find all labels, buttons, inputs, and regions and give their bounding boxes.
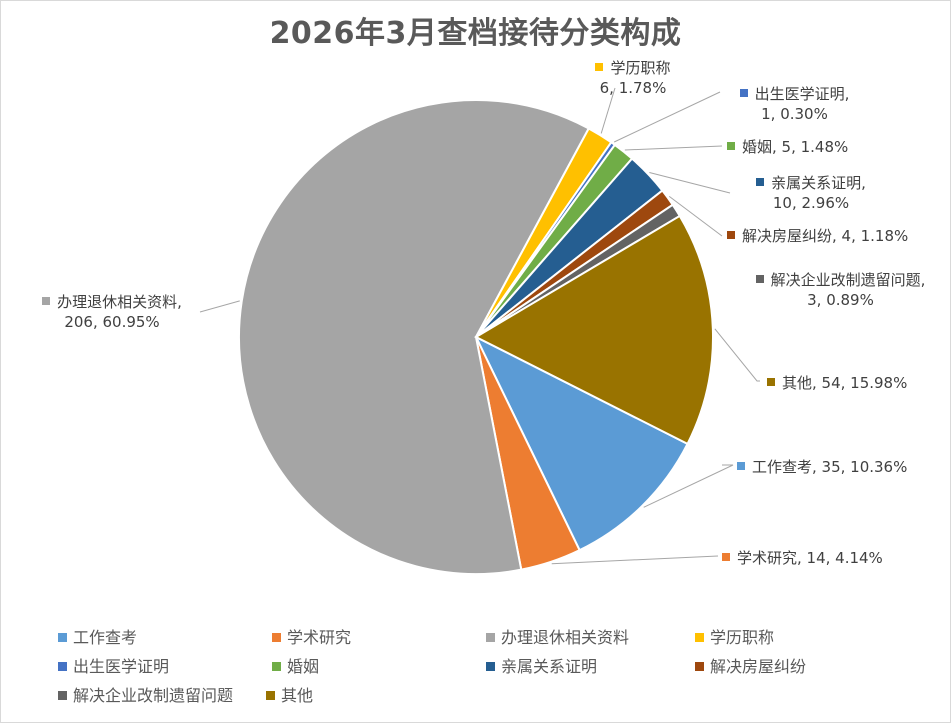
legend-swatch-icon [272,633,281,642]
legend-swatch-icon [266,691,275,700]
legend-swatch-icon [737,462,745,470]
leader-line [643,464,734,508]
legend-item-chusheng: 出生医学证明 [58,656,169,678]
leader-line [649,172,731,194]
legend-item-fangwu: 解决房屋纠纷 [695,656,806,678]
legend-swatch-icon [695,633,704,642]
leader-lines [199,87,760,565]
legend-swatch-icon [42,297,51,305]
data-label-qita: 其他, 54, 15.98% [767,373,907,393]
legend-swatch-icon [756,178,765,186]
data-label-xueli: 学历职称 6, 1.78% [578,58,688,98]
legend-swatch-icon [727,142,735,150]
pie-slice [238,99,591,575]
legend-swatch-icon [58,691,67,700]
legend-swatch-icon [727,231,735,239]
leader-line [600,87,616,134]
data-label-gongzuo: 工作查考, 35, 10.36% [737,457,907,477]
pie-slice [473,334,689,552]
legend-item-qinshu: 亲属关系证明 [486,656,597,678]
chart-title: 2026年3月查档接待分类构成 [269,16,682,51]
data-label-qinshu: 亲属关系证明, 10, 2.96% [741,173,881,213]
legend-swatch-icon [722,553,730,561]
leader-line [668,195,723,237]
legend-item-xueshu: 学术研究 [272,627,351,649]
pie-slices [238,99,714,575]
legend-swatch-icon [595,63,604,71]
leader-line [199,300,240,313]
leader-line [551,555,719,565]
legend-item-tuixiu: 办理退休相关资料 [486,627,629,649]
pie-slice [473,214,714,446]
legend-swatch-icon [486,662,495,671]
legend-item-gongzuo: 工作查考 [58,627,137,649]
data-label-xueshu: 学术研究, 14, 4.14% [722,548,883,568]
leader-line [714,328,760,382]
legend-item-xueli: 学历职称 [695,627,774,649]
data-label-fangwu: 解决房屋纠纷, 4, 1.18% [727,226,908,246]
legend-swatch-icon [695,662,704,671]
data-label-tuixiu: 办理退休相关资料, 206, 60.95% [17,292,207,332]
data-label-qiye: 解决企业改制遗留问题, 3, 0.89% [733,270,948,310]
legend-swatch-icon [767,378,775,386]
legend-swatch-icon [755,275,764,283]
data-label-hunyin: 婚姻, 5, 1.48% [727,137,848,157]
legend-swatch-icon [739,89,748,97]
leader-line [624,145,723,151]
legend-item-qiye: 解决企业改制遗留问题 [58,685,233,707]
legend-item-qita: 其他 [266,685,313,707]
legend-swatch-icon [272,662,281,671]
data-label-chusheng: 出生医学证明, 1, 0.30% [722,84,867,124]
leader-line [613,91,721,143]
legend-swatch-icon [58,662,67,671]
legend-swatch-icon [58,633,67,642]
legend-swatch-icon [486,633,495,642]
legend-item-hunyin: 婚姻 [272,656,319,678]
